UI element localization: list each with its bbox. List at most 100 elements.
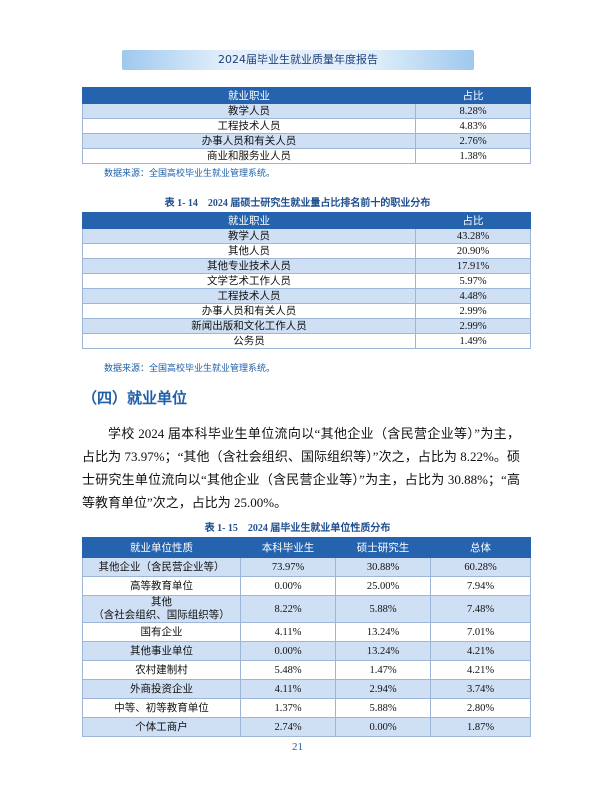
cell: 2.80% bbox=[430, 698, 531, 718]
cell: 5.88% bbox=[335, 698, 431, 718]
cell: 1.38% bbox=[415, 148, 531, 164]
table-row: 其他事业单位 0.00% 13.24% 4.21% bbox=[82, 641, 531, 661]
page-number: 21 bbox=[292, 741, 303, 753]
cell: 2.99% bbox=[415, 318, 531, 334]
table-caption: 表 1- 15 2024 届毕业生就业单位性质分布 bbox=[204, 523, 391, 534]
table-caption: 表 1- 14 2024 届硕士研究生就业量占比排名前十的职业分布 bbox=[164, 198, 431, 209]
table-row: 办事人员和有关人员 2.76% bbox=[82, 133, 531, 149]
cell: 7.48% bbox=[430, 595, 531, 623]
cell: 13.24% bbox=[335, 622, 431, 642]
table: 就业职业 占比 教学人员 8.28% 工程技术人员 4.83% 办事人员和有关人员 2.76%… bbox=[82, 87, 531, 164]
cell: 4.11% bbox=[240, 622, 336, 642]
cell: 43.28% bbox=[415, 228, 531, 244]
cell: 7.94% bbox=[430, 576, 531, 596]
row-label: 农村建制村 bbox=[82, 660, 241, 680]
column-header: 本科毕业生 bbox=[240, 537, 336, 558]
header-row: 就业职业 占比 bbox=[82, 87, 531, 104]
row-label: 中等、初等教育单位 bbox=[82, 698, 241, 718]
table-row: 外商投资企业 4.11% 2.94% 3.74% bbox=[82, 679, 531, 699]
cell: 3.74% bbox=[430, 679, 531, 699]
cell: 4.48% bbox=[415, 288, 531, 304]
cell: 25.00% bbox=[335, 576, 431, 596]
table-row: 商业和服务业人员 1.38% bbox=[82, 148, 531, 164]
row-label: 商业和服务业人员 bbox=[82, 148, 416, 164]
row-label: 工程技术人员 bbox=[82, 288, 416, 304]
row-label: 其他 （含社会组织、国际组织等） bbox=[82, 595, 241, 623]
cell: 0.00% bbox=[240, 641, 336, 661]
cell: 1.87% bbox=[430, 717, 531, 737]
cell: 4.21% bbox=[430, 660, 531, 680]
header-row: 就业职业 占比 bbox=[82, 212, 531, 229]
row-label: 国有企业 bbox=[82, 622, 241, 642]
row-label: 教学人员 bbox=[82, 228, 416, 244]
table-row: 国有企业 4.11% 13.24% 7.01% bbox=[82, 622, 531, 642]
table-row: 教学人员 43.28% bbox=[82, 228, 531, 244]
column-header: 占比 bbox=[415, 87, 531, 104]
column-header: 就业职业 bbox=[82, 212, 416, 229]
cell: 4.11% bbox=[240, 679, 336, 699]
table-row: 中等、初等教育单位 1.37% 5.88% 2.80% bbox=[82, 698, 531, 718]
header-banner bbox=[122, 50, 474, 70]
cell: 73.97% bbox=[240, 557, 336, 577]
cell: 4.21% bbox=[430, 641, 531, 661]
row-label: 办事人员和有关人员 bbox=[82, 303, 416, 319]
table-row: 其他人员 20.90% bbox=[82, 243, 531, 259]
table: 就业职业 占比 教学人员 43.28% 其他人员 20.90% 其他专业技术人员 17.91%… bbox=[82, 212, 531, 349]
column-header: 硕士研究生 bbox=[335, 537, 431, 558]
table-row: 其他 （含社会组织、国际组织等） 8.22% 5.88% 7.48% bbox=[82, 595, 531, 623]
cell: 0.00% bbox=[335, 717, 431, 737]
cell: 17.91% bbox=[415, 258, 531, 274]
cell: 5.48% bbox=[240, 660, 336, 680]
table-row: 文学艺术工作人员 5.97% bbox=[82, 273, 531, 289]
row-label: 外商投资企业 bbox=[82, 679, 241, 699]
row-label: 办事人员和有关人员 bbox=[82, 133, 416, 149]
cell: 1.47% bbox=[335, 660, 431, 680]
row-label: 公务员 bbox=[82, 333, 416, 349]
row-label: 其他事业单位 bbox=[82, 641, 241, 661]
cell: 1.37% bbox=[240, 698, 336, 718]
cell: 13.24% bbox=[335, 641, 431, 661]
cell: 2.94% bbox=[335, 679, 431, 699]
row-label: 个体工商户 bbox=[82, 717, 241, 737]
row-label: 其他人员 bbox=[82, 243, 416, 259]
table-row: 工程技术人员 4.83% bbox=[82, 118, 531, 134]
source-note: 数据来源：全国高校毕业生就业管理系统。 bbox=[104, 364, 276, 374]
table-row: 办事人员和有关人员 2.99% bbox=[82, 303, 531, 319]
row-label: 文学艺术工作人员 bbox=[82, 273, 416, 289]
table: 就业单位性质 本科毕业生 硕士研究生 总体 其他企业（含民营企业等） 73.97% 30.8… bbox=[82, 537, 531, 737]
cell: 8.22% bbox=[240, 595, 336, 623]
table-row: 其他专业技术人员 17.91% bbox=[82, 258, 531, 274]
column-header: 占比 bbox=[415, 212, 531, 229]
table-row: 公务员 1.49% bbox=[82, 333, 531, 349]
cell: 5.88% bbox=[335, 595, 431, 623]
cell: 20.90% bbox=[415, 243, 531, 259]
cell: 5.97% bbox=[415, 273, 531, 289]
row-label: 其他专业技术人员 bbox=[82, 258, 416, 274]
cell: 2.74% bbox=[240, 717, 336, 737]
row-label: 教学人员 bbox=[82, 103, 416, 119]
paragraph: 学校 2024 届本科毕业生单位流向以“其他企业（含民营企业等）”为主，占比为 … bbox=[82, 426, 520, 510]
column-header: 总体 bbox=[430, 537, 531, 558]
cell: 2.99% bbox=[415, 303, 531, 319]
cell: 4.83% bbox=[415, 118, 531, 134]
table-row: 工程技术人员 4.48% bbox=[82, 288, 531, 304]
cell: 7.01% bbox=[430, 622, 531, 642]
cell: 2.76% bbox=[415, 133, 531, 149]
cell: 60.28% bbox=[430, 557, 531, 577]
header-row: 就业单位性质 本科毕业生 硕士研究生 总体 bbox=[82, 537, 531, 558]
cell: 30.88% bbox=[335, 557, 431, 577]
cell: 0.00% bbox=[240, 576, 336, 596]
table-row: 新闻出版和文化工作人员 2.99% bbox=[82, 318, 531, 334]
column-header: 就业职业 bbox=[82, 87, 416, 104]
cell: 8.28% bbox=[415, 103, 531, 119]
header-title: 2024届毕业生就业质量年度报告 bbox=[218, 53, 378, 66]
cell: 1.49% bbox=[415, 333, 531, 349]
table-row: 高等教育单位 0.00% 25.00% 7.94% bbox=[82, 576, 531, 596]
column-header: 就业单位性质 bbox=[82, 537, 241, 558]
row-label: 工程技术人员 bbox=[82, 118, 416, 134]
table-row: 其他企业（含民营企业等） 73.97% 30.88% 60.28% bbox=[82, 557, 531, 577]
row-label: 高等教育单位 bbox=[82, 576, 241, 596]
row-label: 新闻出版和文化工作人员 bbox=[82, 318, 416, 334]
table-row: 教学人员 8.28% bbox=[82, 103, 531, 119]
